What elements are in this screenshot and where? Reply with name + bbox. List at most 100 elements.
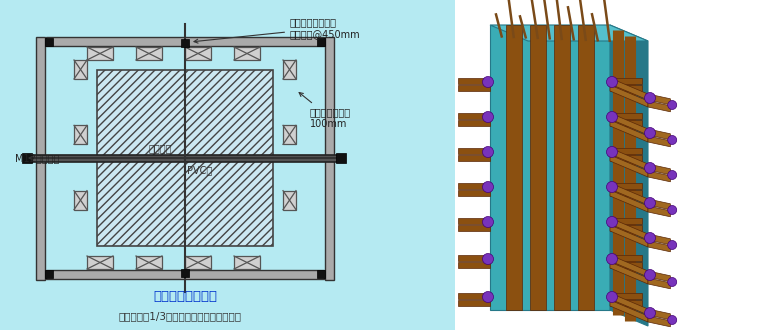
Bar [283, 60, 296, 79]
Circle shape [483, 182, 493, 192]
Bar [458, 262, 490, 268]
Bar [283, 125, 296, 144]
Bar [46, 270, 324, 279]
Bar [610, 190, 642, 196]
Bar [490, 25, 610, 310]
Bar [87, 256, 113, 269]
Bar [46, 37, 324, 46]
Bar [325, 37, 334, 280]
Bar [136, 256, 162, 269]
Circle shape [483, 216, 493, 227]
Polygon shape [648, 309, 670, 320]
Polygon shape [648, 278, 670, 289]
Bar [181, 39, 189, 47]
Polygon shape [648, 206, 670, 217]
Circle shape [644, 162, 655, 174]
Bar [458, 293, 490, 299]
Text: M12对拉螺栓: M12对拉螺栓 [15, 153, 59, 163]
Text: 木枋净距不大于
100mm: 木枋净距不大于 100mm [299, 92, 351, 129]
Bar [530, 25, 546, 310]
Bar [458, 78, 490, 84]
Bar [185, 256, 211, 269]
Bar [610, 300, 642, 306]
Polygon shape [648, 316, 670, 327]
Text: 方柱模板支撑示意: 方柱模板支撑示意 [153, 289, 217, 303]
Bar [234, 47, 260, 60]
Circle shape [668, 101, 676, 110]
Polygon shape [648, 199, 670, 210]
Circle shape [644, 270, 655, 280]
Polygon shape [610, 113, 648, 135]
Bar [610, 293, 642, 299]
Bar [36, 37, 45, 280]
Circle shape [606, 77, 617, 87]
Bar [74, 191, 87, 210]
Circle shape [483, 112, 493, 122]
Polygon shape [648, 241, 670, 252]
Circle shape [606, 147, 617, 157]
Polygon shape [648, 101, 670, 112]
Bar [185, 47, 211, 60]
Bar [234, 256, 260, 269]
Polygon shape [610, 262, 648, 284]
Bar [458, 155, 490, 161]
Bar [506, 25, 522, 310]
Text: PVC管: PVC管 [188, 165, 213, 175]
Bar [317, 38, 325, 46]
Circle shape [668, 315, 676, 324]
Polygon shape [648, 171, 670, 182]
Polygon shape [610, 225, 648, 247]
Bar [74, 125, 87, 144]
Circle shape [668, 241, 676, 249]
Polygon shape [610, 183, 648, 205]
Circle shape [483, 147, 493, 157]
Polygon shape [648, 136, 670, 147]
Bar [458, 255, 490, 261]
Bar [458, 120, 490, 126]
Polygon shape [610, 255, 648, 277]
Bar [578, 25, 594, 310]
Bar [610, 183, 642, 189]
Bar [610, 225, 642, 231]
Circle shape [606, 291, 617, 303]
Polygon shape [610, 25, 648, 326]
Polygon shape [648, 164, 670, 175]
Bar [97, 70, 273, 246]
Bar [458, 85, 490, 91]
Text: 注：柱下部1/3范围内对拉螺栓设置双螺丝: 注：柱下部1/3范围内对拉螺栓设置双螺丝 [119, 311, 242, 321]
Polygon shape [648, 271, 670, 282]
Circle shape [644, 127, 655, 139]
Polygon shape [490, 25, 648, 41]
Polygon shape [648, 129, 670, 140]
Bar [610, 113, 642, 119]
Bar [458, 225, 490, 231]
Circle shape [644, 92, 655, 104]
Bar [610, 85, 642, 91]
Circle shape [668, 171, 676, 180]
Polygon shape [610, 218, 648, 240]
Bar [458, 300, 490, 306]
Bar [610, 218, 642, 224]
Polygon shape [648, 234, 670, 245]
Bar [136, 47, 162, 60]
Bar [458, 218, 490, 224]
Polygon shape [648, 94, 670, 105]
Bar [610, 155, 642, 161]
Polygon shape [610, 293, 648, 315]
Circle shape [644, 197, 655, 209]
Bar [554, 25, 570, 310]
Circle shape [606, 182, 617, 192]
Bar [22, 153, 32, 163]
Bar [45, 38, 53, 46]
Polygon shape [610, 300, 648, 322]
Bar [458, 148, 490, 154]
Bar [610, 78, 642, 84]
Circle shape [668, 136, 676, 145]
Circle shape [606, 216, 617, 227]
Bar [610, 148, 642, 154]
Bar [0, 0, 455, 330]
Bar [317, 270, 325, 278]
Bar [45, 270, 53, 278]
Bar [336, 153, 346, 163]
Circle shape [483, 77, 493, 87]
